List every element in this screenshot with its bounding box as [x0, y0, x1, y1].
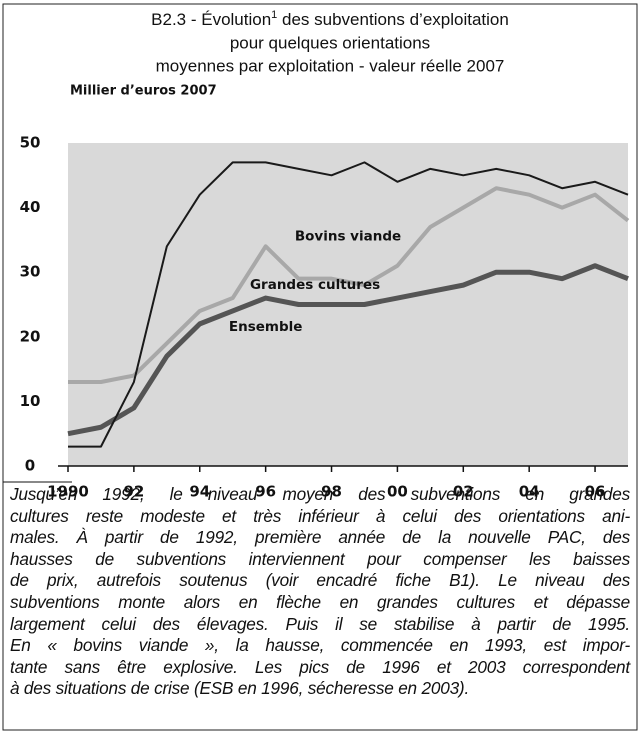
x-tick-label: 00: [387, 483, 408, 501]
frame: [2, 3, 638, 731]
y-tick-label: 10: [20, 392, 41, 410]
series-label: Ensemble: [229, 319, 303, 335]
chart-title: B2.3 - Évolution1 des subventions d’expl…: [151, 9, 509, 30]
x-tick-label: 96: [255, 483, 276, 501]
caption-line: tante sans être explosive. Les pics de 1…: [10, 656, 630, 677]
series-line: [68, 161, 629, 448]
caption-line: En « bovins viande », la hausse, commenc…: [10, 635, 630, 656]
caption-line: hausses de subventions interviennent pou…: [10, 548, 630, 569]
x-tick-label: 92: [123, 483, 144, 501]
x-tick-label: 1990: [47, 483, 89, 501]
caption-line: à des situations de crise (ESB en 1996, …: [10, 678, 470, 699]
series-line: [67, 263, 629, 437]
caption-line: largement celui des élevages. Puis il se…: [10, 613, 630, 634]
title-part: des subventions d’exploitation: [277, 10, 509, 29]
caption-line: males. À partir de 1992, première année …: [10, 527, 630, 548]
x-tick-label: 06: [585, 483, 606, 501]
y-tick-label: 50: [20, 134, 41, 152]
series-line: [68, 186, 630, 385]
x-tick-label: 98: [321, 483, 342, 501]
x-tick-label: 04: [519, 483, 540, 501]
y-tick-label: 30: [20, 263, 41, 281]
caption-line: de prix, autrefois soutenus (voir encadr…: [10, 570, 630, 591]
y-tick-label: 20: [20, 327, 41, 345]
x-tick-label: 94: [189, 483, 210, 501]
title-part: B2.3 - Évolution: [151, 10, 271, 29]
chart-title: pour quelques orientations: [230, 33, 430, 52]
x-tick-label: 02: [453, 483, 474, 501]
caption-line: subventions monte alors en flèche en gra…: [10, 591, 630, 612]
title-note: 1: [271, 9, 277, 21]
series-label: Bovins viande: [295, 229, 401, 245]
caption-line: Jusqu’en 1992, le niveau moyen des subve…: [10, 484, 630, 504]
y-tick-label: 0: [25, 457, 35, 475]
y-tick-label: 40: [20, 198, 41, 216]
caption: Jusqu’en 1992, le niveau moyen des subve…: [10, 484, 630, 700]
series-label: Grandes cultures: [250, 277, 380, 293]
caption-line: cultures reste modeste et très inférieur…: [10, 505, 630, 526]
chart-title: moyennes par exploitation - valeur réell…: [156, 56, 505, 75]
y-axis-label: Millier d’euros 2007: [70, 84, 217, 99]
